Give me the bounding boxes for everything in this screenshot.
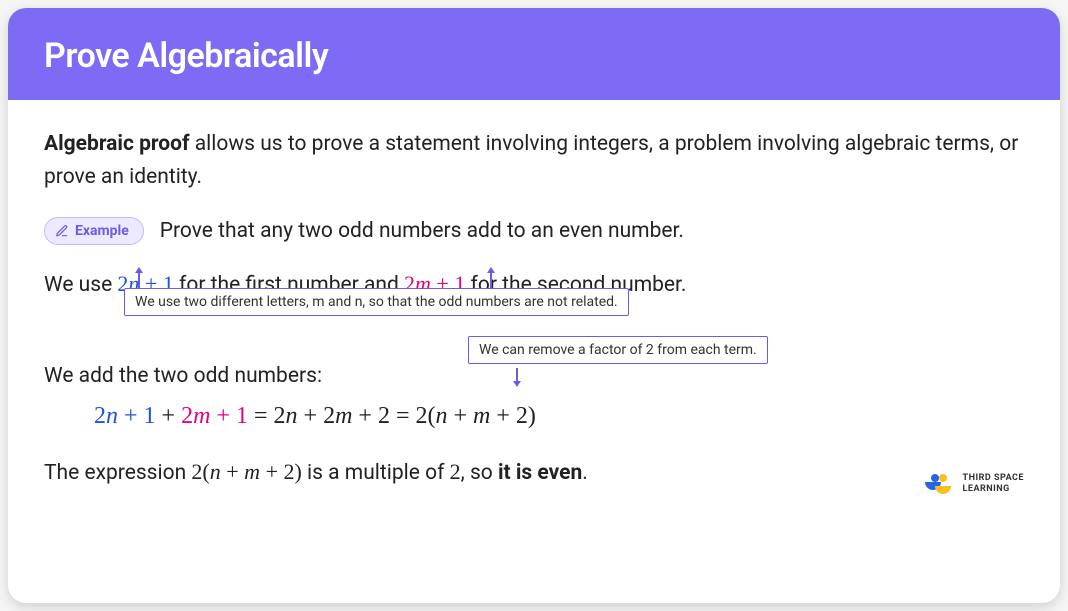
example-row: Example Prove that any two odd numbers a… — [44, 217, 1024, 245]
pencil-icon — [55, 224, 69, 238]
page-title: Prove Algebraically — [44, 36, 1024, 76]
lesson-card: Prove Algebraically Algebraic proof allo… — [8, 8, 1060, 603]
card-content: Algebraic proof allows us to prove a sta… — [8, 100, 1060, 520]
conclusion-line: The expression 2(n + m + 2) is a multipl… — [44, 455, 1024, 490]
logo-text: THIRD SPACE LEARNING — [963, 473, 1024, 495]
annotation-2: We can remove a factor of 2 from each te… — [468, 336, 768, 364]
line1-pre: We use — [44, 273, 117, 297]
conclusion-expr: 2(n + m + 2) — [191, 459, 301, 484]
example-statement: Prove that any two odd numbers add to an… — [160, 219, 684, 243]
brand-logo: THIRD SPACE LEARNING — [923, 472, 1024, 496]
intro-bold: Algebraic proof — [44, 132, 190, 156]
intro-rest: allows us to prove a statement involving… — [44, 132, 1018, 189]
intro-text: Algebraic proof allows us to prove a sta… — [44, 128, 1024, 193]
arrow-2 — [516, 368, 518, 382]
logo-mark-icon — [923, 472, 955, 496]
line-2: We add the two odd numbers: — [44, 360, 1024, 393]
equation-line: 2n + 1 + 2m + 1 = 2n + 2m + 2 = 2(n + m … — [44, 398, 1024, 435]
full-equation: 2n + 1 + 2m + 1 = 2n + 2m + 2 = 2(n + m … — [94, 403, 536, 429]
annotation-1: We use two different letters, m and n, s… — [124, 288, 629, 316]
example-badge-label: Example — [75, 223, 129, 239]
conclusion-bold: it is even — [498, 461, 582, 485]
arrow-1b — [490, 272, 492, 288]
card-header: Prove Algebraically — [8, 8, 1060, 100]
arrow-1a — [138, 272, 140, 288]
example-badge: Example — [44, 217, 144, 245]
